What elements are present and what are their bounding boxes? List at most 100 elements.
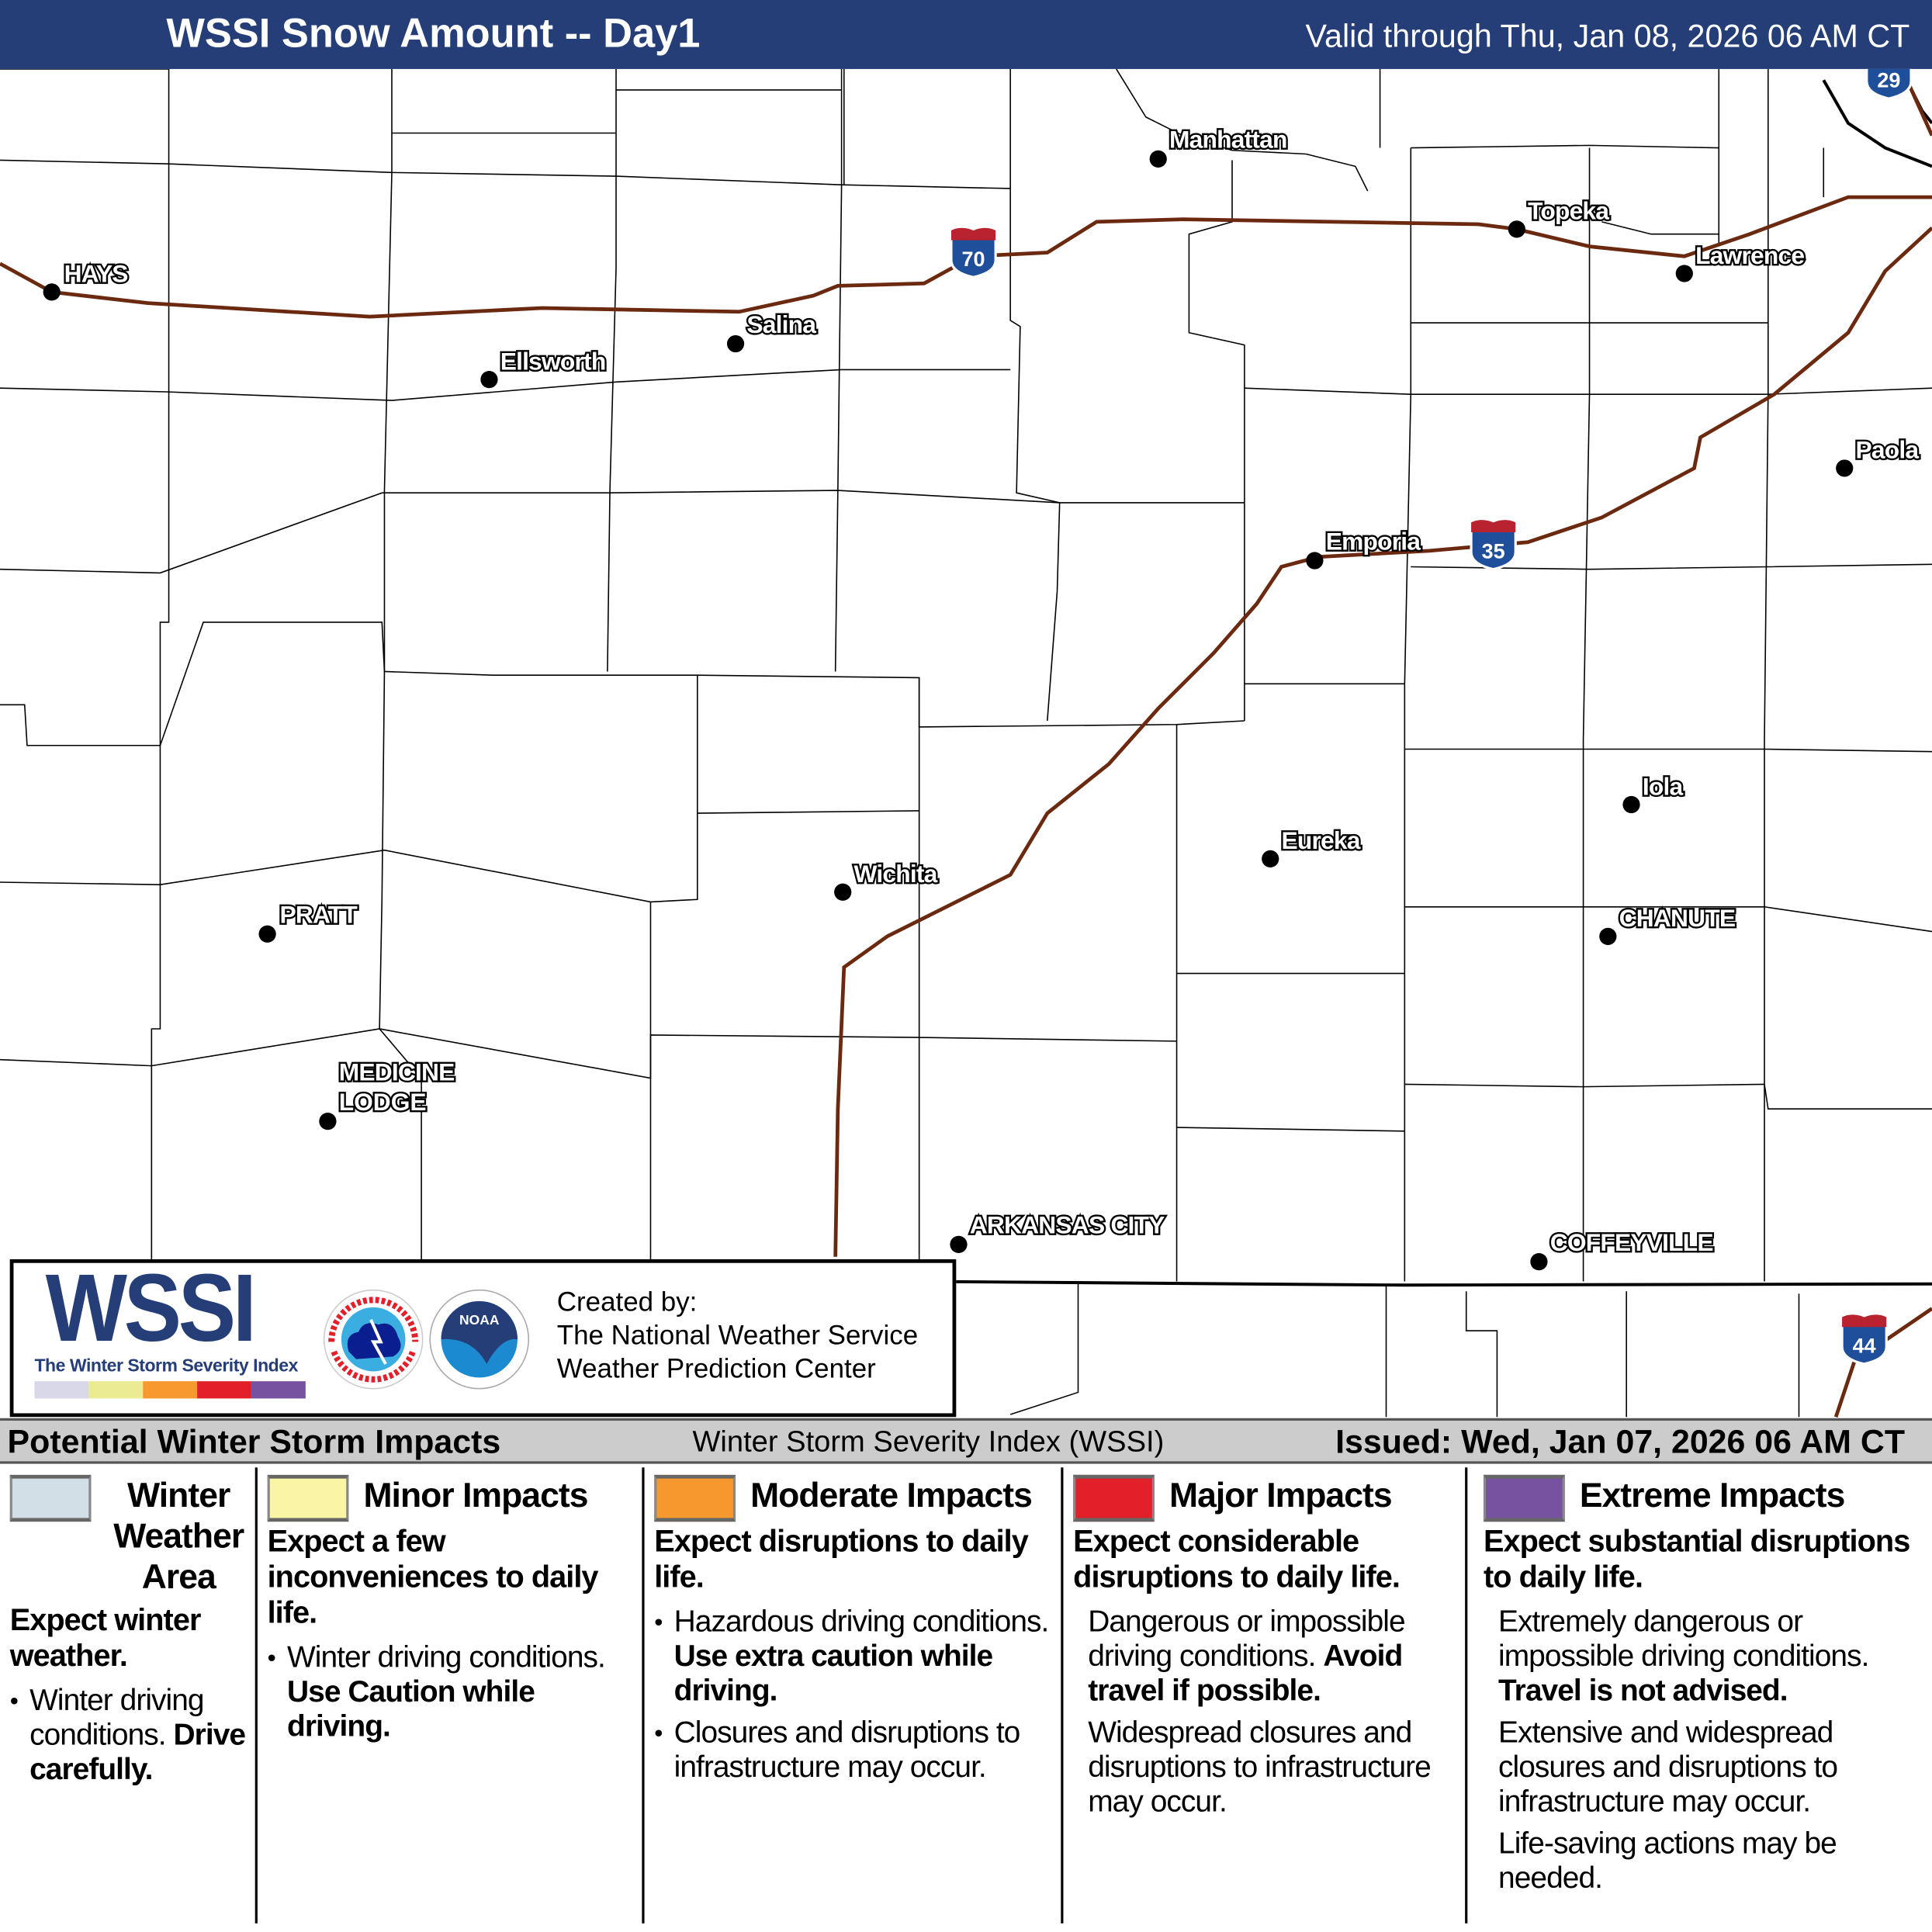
interstate-29-shield-icon: 29 [1865, 68, 1913, 100]
city-coffeyville: COFFEYVILLE [1530, 1226, 1716, 1271]
shield-number: 70 [962, 248, 985, 271]
city-dot [43, 283, 61, 301]
detail-text: Extremely dangerous or impossible drivin… [1498, 1605, 1869, 1674]
legend-title: Moderate Impacts [750, 1476, 1033, 1515]
legend-detail-item: Extremely dangerous or impossible drivin… [1498, 1605, 1932, 1709]
city-dot [480, 370, 498, 389]
detail-text: Winter driving conditions. [287, 1641, 606, 1675]
detail-emphasis: Avoid travel if possible. [1088, 1639, 1403, 1708]
valid-time: Valid through Thu, Jan 08, 2026 06 AM CT [1305, 17, 1910, 54]
wssi-bar-segment [143, 1381, 198, 1399]
legend-detail-item: Life-saving actions may be needed. [1498, 1827, 1932, 1896]
legend-divider [1465, 1467, 1468, 1923]
wssi-color-bar [34, 1381, 306, 1399]
legend-text-stack: Expect considerable disruptions to daily… [1073, 1524, 1460, 1827]
city-dot [1599, 927, 1617, 946]
legend-swatch [1073, 1474, 1155, 1522]
credit-org-nws: The National Weather Service [556, 1319, 919, 1351]
legend-text-stack: Expect disruptions to daily life. Hazardo… [654, 1524, 1056, 1792]
us29-road [1908, 85, 1932, 137]
legend-swatch [654, 1474, 736, 1522]
legend-divider [642, 1467, 645, 1923]
city-label: HAYS [64, 260, 128, 288]
city-dot [1306, 552, 1324, 570]
map: HAYS Ellsworth Salina Manhattan Topeka Lawren… [0, 68, 1932, 1418]
wssi-bar-segment [34, 1381, 89, 1399]
legend-details: Winter driving conditions. Drive careful… [10, 1684, 251, 1788]
city-paola: Paola [1836, 434, 1922, 477]
legend-detail-item: Hazardous driving conditions. Use extra … [654, 1605, 1056, 1709]
legend-winter-weather-area: Winter Weather Area Expect winter weather… [9, 1463, 251, 1925]
map-title: WSSI Snow Amount -- Day1 [166, 9, 701, 56]
city-dot [1836, 459, 1854, 477]
interstate-70-shield-icon: 70 [950, 227, 997, 279]
detail-emphasis: Use Caution while driving. [287, 1675, 535, 1744]
city-salina: Salina [726, 308, 819, 353]
legend-text-stack: Expect substantial disruptions to daily … [1484, 1524, 1932, 1903]
credit-box: WSSI The Winter Storm Severity Index NOA… [9, 1253, 957, 1418]
city-ellsworth: Ellsworth [480, 345, 608, 389]
city-pratt: PRATT [258, 898, 361, 943]
detail-emphasis: Use extra caution while driving. [673, 1639, 993, 1708]
legend-extreme-impacts: Extreme Impacts Expect substantial disrup… [1476, 1463, 1927, 1925]
wssi-bar-segment [88, 1381, 144, 1399]
legend-headline: Expect winter weather. [9, 1603, 202, 1674]
detail-text: Life-saving actions may be needed. [1498, 1827, 1837, 1896]
legend-detail-item: Winter driving conditions. Drive careful… [10, 1684, 251, 1788]
city-markers: HAYS Ellsworth Salina Manhattan Topeka Lawren… [43, 123, 1922, 1271]
i70-road [0, 195, 1932, 319]
legend-text-stack: Expect winter weather. Winter driving con… [10, 1603, 251, 1795]
city-dot [1622, 795, 1640, 814]
impact-legend: Winter Weather Area Expect winter weather… [0, 1463, 1932, 1932]
shield-number: 35 [1482, 539, 1505, 563]
city-label: Wichita [853, 860, 937, 888]
legend-details: Extremely dangerous or impossible drivin… [1484, 1605, 1932, 1896]
city-label-line2: LODGE [339, 1088, 427, 1116]
legend-detail-item: Closures and disruptions to infrastructu… [654, 1716, 1056, 1785]
legend-swatch [1483, 1474, 1565, 1522]
city-dot [726, 334, 745, 353]
legend-moderate-impacts: Moderate Impacts Expect disruptions to da… [654, 1463, 1056, 1925]
legend-detail-item: Dangerous or impossible driving conditio… [1088, 1605, 1460, 1709]
city-dot [319, 1112, 337, 1130]
impacts-bar: Potential Winter Storm Impacts Winter St… [0, 1418, 1932, 1464]
legend-headline: Expect a few inconveniences to daily lif… [267, 1524, 599, 1630]
route-shields: 70 35 29 44 [950, 68, 1913, 1366]
city-hays: HAYS [43, 258, 130, 301]
legend-detail-item: Widespread closures and disruptions to i… [1088, 1716, 1460, 1819]
city-label: Paola [1856, 436, 1920, 464]
interstate-35-shield-icon: 35 [1470, 518, 1517, 571]
wssi-logo-subtitle: The Winter Storm Severity Index [34, 1356, 298, 1376]
interstate-roads [0, 85, 1932, 1418]
state-line-ks-ok [919, 1279, 1932, 1287]
legend-title: Winter Weather Area [113, 1476, 244, 1596]
city-lawrence: Lawrence [1675, 239, 1807, 282]
city-chanute: CHANUTE [1599, 902, 1737, 946]
detail-text: Winter driving conditions. [29, 1684, 204, 1753]
detail-text: Hazardous driving conditions. [673, 1605, 1050, 1639]
nws-logo-icon [323, 1289, 424, 1390]
shield-number: 44 [1853, 1335, 1876, 1358]
wssi-bar-segment [251, 1381, 306, 1399]
wssi-logo-word: WSSI [45, 1253, 257, 1362]
legend-details: Dangerous or impossible driving conditio… [1073, 1605, 1460, 1819]
legend-divider [1061, 1467, 1064, 1923]
city-label: COFFEYVILLE [1550, 1228, 1713, 1256]
city-label: Topeka [1528, 197, 1609, 225]
city-topeka: Topeka [1508, 195, 1612, 238]
city-label: ARKANSAS CITY [970, 1211, 1165, 1239]
credit-org-wpc: Weather Prediction Center [556, 1352, 876, 1384]
detail-emphasis: Travel is not advised. [1498, 1674, 1788, 1708]
created-by-label: Created by: [556, 1286, 698, 1317]
legend-minor-impacts: Minor Impacts Expect a few inconveniences… [267, 1463, 637, 1925]
city-iola: Iola [1622, 770, 1686, 814]
legend-detail-item: Winter driving conditions. Use Caution w… [268, 1641, 637, 1744]
legend-headline: Expect substantial disruptions to daily … [1483, 1524, 1910, 1594]
city-label: Salina [746, 310, 816, 338]
city-label: MEDICINE [339, 1058, 455, 1086]
detail-emphasis: Drive carefully. [29, 1719, 246, 1787]
city-arkansas-city: ARKANSAS CITY [950, 1209, 1167, 1254]
county-lines [0, 68, 1932, 1418]
